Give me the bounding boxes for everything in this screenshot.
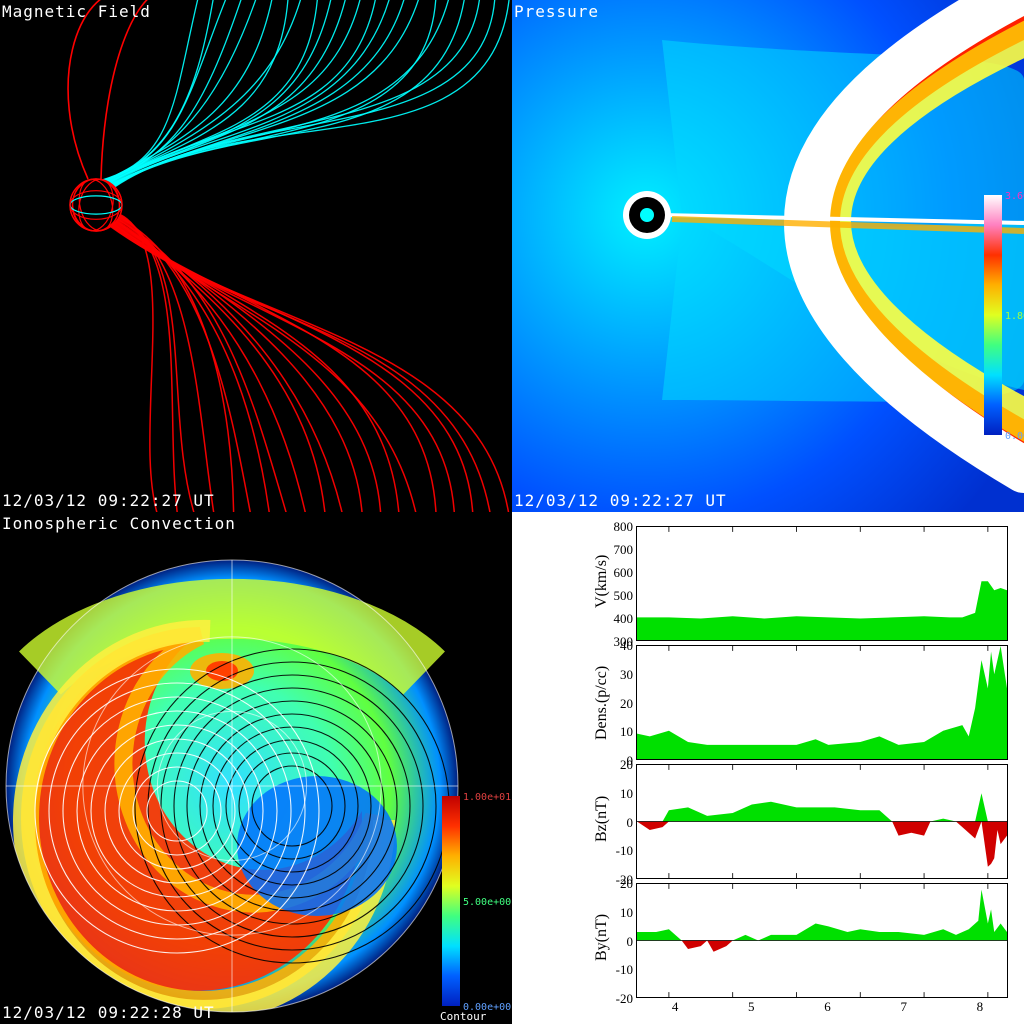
y-tick-label: 400 xyxy=(614,611,634,627)
y-tick-label: -10 xyxy=(616,962,633,978)
timestamp: 12/03/12 09:22:28 UT xyxy=(2,1003,215,1022)
timeseries-chart: Dens.(p/cc)010203040 xyxy=(636,645,1008,760)
magnetic-field-panel: Magnetic Field 12/03/12 09:22:27 UT xyxy=(0,0,512,512)
y-tick-label: -20 xyxy=(616,991,633,1007)
y-tick-label: 700 xyxy=(614,542,634,558)
y-tick-label: 600 xyxy=(614,565,634,581)
y-axis-label: Dens.(p/cc) xyxy=(593,718,611,740)
x-tick-label: 4 xyxy=(672,999,679,1015)
y-tick-label: 0 xyxy=(627,934,634,950)
x-tick-label: 5 xyxy=(748,999,755,1015)
y-axis-label: By(nT) xyxy=(593,939,611,961)
timeseries-chart: By(nT)-20-1001020456789 xyxy=(636,883,1008,998)
y-tick-label: 10 xyxy=(620,786,633,802)
panel-title: Ionospheric Convection xyxy=(2,514,236,533)
svg-text:3.60e+01: 3.60e+01 xyxy=(1005,191,1024,202)
timeseries-panel: V(km/s)300400500600700800Dens.(p/cc)0102… xyxy=(512,512,1024,1024)
ionospheric-plot: 1.00e+015.00e+000.00e+00Contour xyxy=(0,512,512,1024)
svg-text:1.80e+01: 1.80e+01 xyxy=(1005,311,1024,322)
svg-text:Contour: Contour xyxy=(982,439,1024,452)
x-tick-label: 6 xyxy=(824,999,831,1015)
timestamp: 12/03/12 09:22:27 UT xyxy=(514,491,727,510)
y-tick-label: 30 xyxy=(620,667,633,683)
x-tick-label: 8 xyxy=(977,999,984,1015)
x-tick-label: 7 xyxy=(900,999,907,1015)
timeseries-chart: V(km/s)300400500600700800 xyxy=(636,526,1008,641)
ionospheric-convection-panel: Ionospheric Convection 1.00e+015.00e+000… xyxy=(0,512,512,1024)
timestamp: 12/03/12 09:22:27 UT xyxy=(2,491,215,510)
svg-text:Contour: Contour xyxy=(440,1010,487,1023)
y-tick-label: 0 xyxy=(627,815,634,831)
pressure-plot: 3.60e+011.80e+010.00e+00Contour xyxy=(512,0,1024,512)
svg-text:5.00e+00: 5.00e+00 xyxy=(463,897,511,908)
y-tick-label: 40 xyxy=(620,638,633,654)
timeseries-chart: Bz(nT)-20-1001020 xyxy=(636,764,1008,879)
y-tick-label: 800 xyxy=(614,519,634,535)
y-axis-label: V(km/s) xyxy=(593,586,611,608)
y-axis-label: Bz(nT) xyxy=(593,820,611,842)
y-tick-label: 10 xyxy=(620,724,633,740)
svg-text:1.00e+01: 1.00e+01 xyxy=(463,792,511,803)
magnetic-field-plot xyxy=(0,0,512,512)
y-tick-label: -10 xyxy=(616,843,633,859)
y-tick-label: 20 xyxy=(620,876,633,892)
pressure-panel: Pressure 3.60e+011.80e+010.00e+00Contour… xyxy=(512,0,1024,512)
y-tick-label: 10 xyxy=(620,905,633,921)
panel-title: Magnetic Field xyxy=(2,2,151,21)
y-tick-label: 500 xyxy=(614,588,634,604)
y-tick-label: 20 xyxy=(620,696,633,712)
y-tick-label: 20 xyxy=(620,757,633,773)
panel-title: Pressure xyxy=(514,2,599,21)
